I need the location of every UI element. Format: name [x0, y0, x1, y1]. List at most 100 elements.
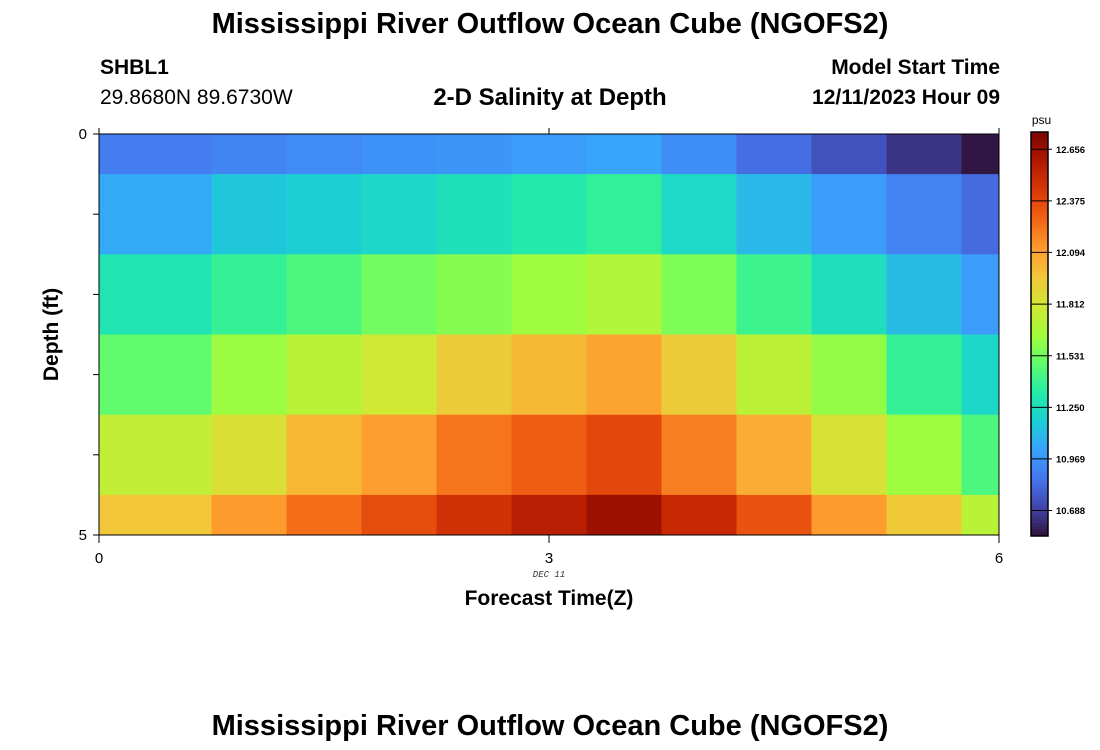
colorbar-segment — [1031, 397, 1048, 402]
colorbar-segment — [1031, 337, 1048, 342]
heatmap-cell-r3-c3 — [361, 334, 437, 416]
colorbar-segment — [1031, 384, 1048, 389]
colorbar-segment — [1031, 509, 1048, 513]
salinity-heatmap-chart: 0 3 605 Forecast Time(Z) Depth (ft) DEC 11… — [40, 113, 1086, 610]
colorbar-segment — [1031, 428, 1048, 433]
colorbar-segment — [1031, 320, 1048, 325]
colorbar-segment — [1031, 280, 1048, 284]
repeated-page-title: Mississippi River Outflow Ocean Cube (NG… — [211, 710, 889, 742]
colorbar-segment — [1031, 226, 1048, 231]
heatmap-cell-r2-c8 — [736, 254, 812, 335]
heatmap-cell-r5-c7 — [661, 494, 737, 536]
colorbar-segment — [1031, 495, 1048, 500]
colorbar-segment — [1031, 435, 1048, 439]
heatmap-cell-r1-c8 — [736, 174, 812, 255]
colorbar-segment — [1031, 263, 1048, 268]
heatmap-cell-r4-c10 — [886, 414, 962, 496]
heatmap-cell-r2-c5 — [511, 254, 587, 335]
heatmap-cell-r1-c3 — [361, 174, 437, 255]
colorbar-segment — [1031, 195, 1048, 200]
colorbar-segment — [1031, 229, 1048, 234]
heatmap-cell-r5-c11 — [961, 494, 1000, 536]
colorbar-segment — [1031, 216, 1048, 221]
heatmap-cell-r4-c4 — [436, 414, 512, 496]
heatmap-cell-r0-c4 — [436, 134, 512, 175]
x-tick-label: 0 — [95, 550, 103, 567]
colorbar-tick-label: 11.250 — [1056, 403, 1085, 414]
colorbar-segment — [1031, 381, 1048, 385]
colorbar-segment — [1031, 253, 1048, 258]
heatmap-cell-r0-c3 — [361, 134, 437, 175]
station-coordinates: 29.8680N 89.6730W — [100, 86, 293, 109]
y-axis-label: Depth (ft) — [40, 288, 63, 381]
colorbar-segment — [1031, 202, 1048, 207]
colorbar-segment — [1031, 179, 1048, 183]
x-tick-label: 6 — [995, 550, 1003, 567]
heatmap-cell-r4-c9 — [811, 414, 887, 496]
heatmap-cell-r5-c8 — [736, 494, 812, 536]
colorbar-segment — [1031, 431, 1048, 436]
colorbar-frame — [1030, 131, 1049, 537]
colorbar-segment — [1031, 387, 1048, 392]
heatmap-cell-r0-c10 — [886, 134, 962, 175]
colorbar-segment — [1031, 475, 1048, 480]
colorbar-segment — [1031, 522, 1048, 527]
colorbar-tick-label: 12.375 — [1056, 196, 1086, 207]
colorbar-segment — [1031, 270, 1048, 274]
heatmap-cell-r2-c11 — [961, 254, 1000, 335]
colorbar-segment — [1031, 310, 1048, 315]
colorbar-tick-label: 10.688 — [1056, 506, 1085, 517]
heatmap-cell-r4-c5 — [511, 414, 587, 496]
colorbar-segment — [1031, 515, 1048, 520]
colorbar-segment — [1031, 266, 1048, 271]
colorbar-segment — [1031, 138, 1048, 143]
colorbar-segment — [1031, 283, 1048, 288]
heatmap-cell-r5-c4 — [436, 494, 512, 536]
heatmap-cell-r3-c7 — [661, 334, 737, 416]
heatmap-cell-r3-c5 — [511, 334, 587, 416]
heatmap-cell-r4-c6 — [586, 414, 662, 496]
x-tick-label: 3 — [545, 550, 553, 567]
heatmap-cell-r4-c1 — [211, 414, 287, 496]
colorbar-segment — [1031, 525, 1048, 530]
colorbar-segment — [1031, 364, 1048, 369]
heatmap-cell-r3-c10 — [886, 334, 962, 416]
colorbar-segment — [1031, 276, 1048, 281]
heatmap-cell-r1-c1 — [211, 174, 287, 255]
colorbar-segment — [1031, 145, 1048, 150]
colorbar-segment — [1031, 408, 1048, 412]
model-start-value: 12/11/2023 Hour 09 — [812, 86, 1000, 109]
colorbar-segment — [1031, 233, 1048, 237]
heatmap-cell-r1-c4 — [436, 174, 512, 255]
colorbar-segment — [1031, 404, 1048, 409]
heatmap-cell-r1-c9 — [811, 174, 887, 255]
heatmap-cell-r2-c0 — [99, 254, 212, 335]
colorbar-segment — [1031, 529, 1048, 534]
colorbar-segment — [1031, 290, 1048, 295]
heatmap-cell-r3-c0 — [99, 334, 212, 416]
colorbar-segment — [1031, 374, 1048, 379]
heatmap-cell-r5-c2 — [286, 494, 362, 536]
heatmap-cell-r3-c1 — [211, 334, 287, 416]
x-axis-label: Forecast Time(Z) — [465, 587, 634, 610]
colorbar-segment — [1031, 418, 1048, 423]
colorbar-segment — [1031, 377, 1048, 382]
colorbar-segment — [1031, 273, 1048, 278]
y-tick-label: 0 — [79, 126, 87, 143]
colorbar-segment — [1031, 185, 1048, 190]
colorbar-tick-label: 12.656 — [1056, 145, 1085, 156]
heatmap-cell-r1-c6 — [586, 174, 662, 255]
colorbar-segment — [1031, 350, 1048, 355]
x-date-label: DEC 11 — [533, 570, 565, 580]
colorbar-segment — [1031, 394, 1048, 399]
colorbar-segment — [1031, 296, 1048, 301]
colorbar-unit-label: psu — [1032, 113, 1051, 127]
colorbar-segment — [1031, 182, 1048, 187]
heatmap-cell-r5-c9 — [811, 494, 887, 536]
colorbar-segment — [1031, 465, 1048, 470]
colorbar-segment — [1031, 313, 1048, 318]
colorbar-segment — [1031, 239, 1048, 244]
colorbar-segment — [1031, 259, 1048, 264]
heatmap-cell-r1-c11 — [961, 174, 1000, 255]
colorbar-segment — [1031, 367, 1048, 372]
